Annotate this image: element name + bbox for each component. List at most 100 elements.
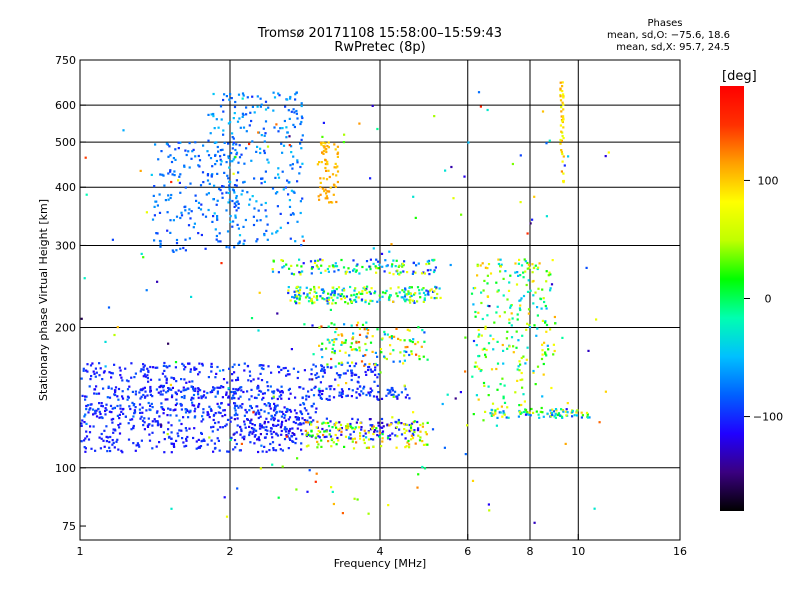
echo-point (236, 404, 239, 407)
echo-point (409, 426, 413, 429)
echo-point (355, 421, 358, 424)
echo-point (258, 291, 261, 294)
echo-point (314, 411, 317, 414)
echo-point (182, 386, 185, 389)
echo-point (140, 252, 143, 255)
echo-point (375, 427, 378, 430)
echo-point (365, 436, 368, 439)
echo-point (266, 238, 269, 241)
echo-point (327, 440, 330, 443)
echo-point (276, 312, 279, 315)
echo-point (141, 411, 144, 414)
echo-point (129, 407, 132, 411)
echo-point (277, 167, 280, 170)
echo-point (155, 445, 158, 448)
echo-point (206, 391, 209, 395)
echo-point (234, 148, 237, 152)
echo-point (381, 421, 384, 424)
echo-point (505, 416, 508, 419)
echo-point (240, 442, 243, 445)
echo-point (335, 265, 339, 268)
echo-point (370, 438, 373, 441)
echo-point (285, 434, 288, 437)
echo-point (247, 379, 250, 382)
echo-point (302, 422, 305, 425)
echo-point (248, 431, 251, 434)
echo-point (417, 262, 420, 265)
echo-point (321, 392, 324, 396)
echo-point (561, 152, 564, 156)
echo-point (257, 409, 260, 412)
echo-point (269, 442, 272, 446)
echo-point (408, 397, 411, 400)
echo-point (555, 409, 558, 412)
echo-point (486, 304, 490, 307)
echo-point (324, 166, 327, 170)
echo-point (527, 308, 531, 311)
echo-point (348, 436, 351, 439)
echo-point (452, 197, 455, 200)
echo-point (170, 160, 174, 164)
echo-point (551, 408, 554, 411)
echo-point (343, 133, 346, 136)
echo-point (134, 390, 137, 393)
echo-point (331, 291, 334, 294)
echo-point (290, 189, 293, 192)
y-tick-label: 200 (55, 322, 76, 335)
echo-point (156, 366, 159, 369)
echo-point (388, 424, 391, 427)
echo-point (255, 150, 258, 153)
echo-point (359, 385, 362, 388)
echo-point (185, 439, 188, 442)
echo-point (132, 424, 135, 428)
echo-point (360, 390, 363, 393)
echo-point (503, 401, 507, 404)
echo-point (324, 197, 327, 200)
echo-point (149, 408, 152, 412)
echo-point (477, 328, 480, 332)
echo-point (333, 166, 336, 169)
echo-point (193, 404, 196, 407)
echo-point (495, 424, 498, 427)
echo-point (211, 430, 214, 433)
echo-point (427, 293, 430, 296)
echo-point (351, 361, 354, 364)
echo-point (193, 366, 196, 369)
echo-point (139, 411, 142, 414)
echo-point (421, 288, 424, 291)
echo-point (156, 421, 160, 424)
echo-point (542, 297, 545, 300)
echo-point (260, 364, 263, 367)
echo-point (487, 503, 490, 506)
echo-point (375, 267, 378, 270)
echo-point (180, 408, 183, 411)
echo-point (367, 368, 370, 372)
echo-point (140, 415, 143, 418)
echo-point (376, 127, 379, 131)
echo-point (80, 424, 83, 427)
echo-point (544, 321, 547, 324)
echo-point (147, 380, 150, 383)
echo-point (529, 414, 532, 417)
echo-point (189, 182, 192, 185)
echo-point (222, 129, 225, 132)
echo-point (166, 211, 169, 214)
echo-point (207, 192, 210, 195)
echo-point (280, 397, 283, 400)
echo-point (364, 288, 367, 292)
echo-point (297, 423, 300, 426)
echo-point (426, 269, 429, 272)
echo-point (98, 402, 101, 405)
echo-point (361, 265, 364, 269)
echo-point (373, 380, 376, 383)
echo-point (212, 388, 215, 391)
echo-point (410, 438, 413, 441)
echo-point (161, 173, 164, 176)
echo-point (322, 149, 325, 153)
echo-point (201, 439, 204, 442)
echo-point (284, 426, 287, 429)
echo-point (192, 393, 196, 397)
echo-point (273, 402, 276, 405)
echo-point (197, 438, 200, 441)
echo-point (345, 382, 348, 385)
